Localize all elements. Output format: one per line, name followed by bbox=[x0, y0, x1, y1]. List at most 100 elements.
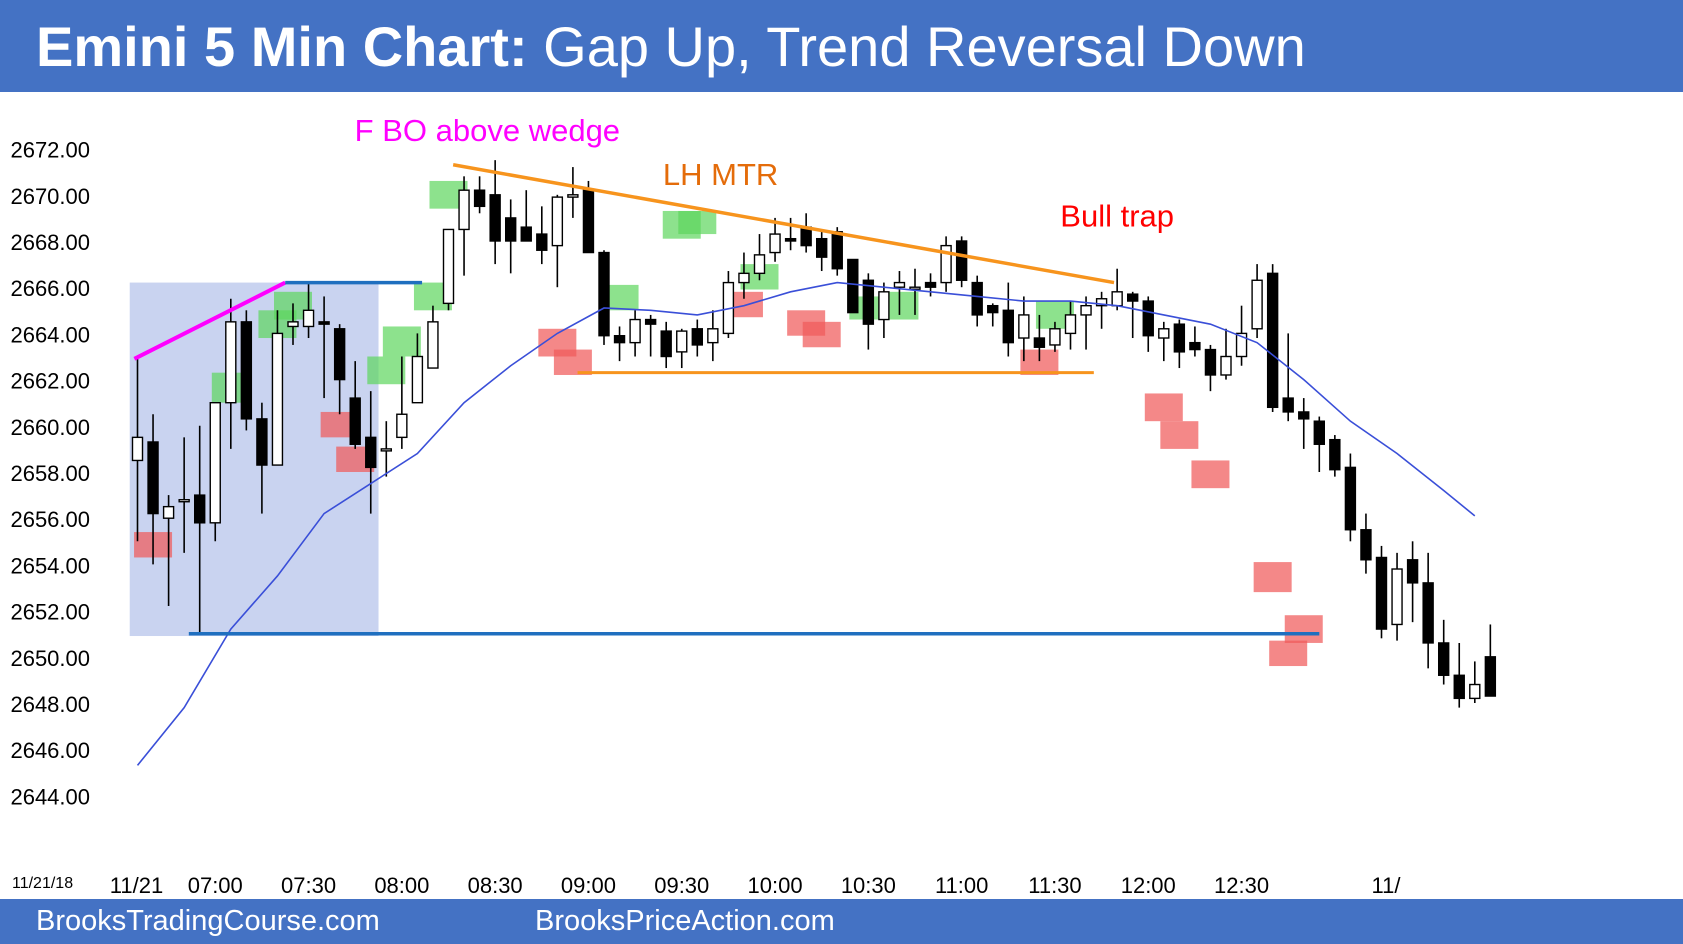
bear-candle-body bbox=[1406, 559, 1419, 584]
bear-candle-body bbox=[1375, 556, 1388, 630]
bull-candle-body bbox=[1158, 328, 1170, 339]
bull-candle-body bbox=[909, 286, 921, 290]
candle bbox=[629, 310, 641, 357]
bear-candle-body bbox=[955, 240, 968, 281]
candle bbox=[1173, 319, 1186, 369]
bear-candle-body bbox=[240, 321, 253, 420]
candle bbox=[955, 236, 968, 288]
x-tick-label: 11/ bbox=[1372, 873, 1402, 898]
bull-candle-body bbox=[271, 332, 284, 466]
bull-candle-body bbox=[567, 194, 579, 198]
footer-right-link[interactable]: BrooksPriceAction.com bbox=[535, 905, 835, 937]
candle bbox=[271, 310, 284, 466]
bull-candle-body bbox=[1049, 328, 1061, 346]
bear-candle-body bbox=[862, 279, 875, 325]
bull-candle-body bbox=[738, 272, 750, 284]
candle bbox=[1469, 661, 1481, 703]
x-tick-label: 10:30 bbox=[841, 873, 896, 898]
y-tick-label: 2652.00 bbox=[10, 600, 90, 625]
bear-candle-body bbox=[1484, 656, 1497, 697]
candle bbox=[1189, 326, 1201, 357]
footer-left-link[interactable]: BrooksTradingCourse.com bbox=[36, 905, 380, 937]
candle bbox=[131, 356, 144, 542]
candle bbox=[1406, 541, 1419, 623]
y-tick-label: 2666.00 bbox=[10, 276, 90, 301]
bull-candle-body bbox=[878, 291, 890, 321]
bull-candle-body bbox=[380, 448, 392, 452]
annotation-label: Bull trap bbox=[1060, 199, 1174, 234]
x-tick-label: 10:00 bbox=[748, 873, 803, 898]
bull-candle-body bbox=[753, 254, 766, 275]
annotation-label: LH MTR bbox=[663, 157, 778, 192]
candle bbox=[365, 391, 377, 514]
candle bbox=[1453, 642, 1465, 708]
bull-candle-body bbox=[893, 281, 906, 288]
candle bbox=[707, 310, 719, 362]
candle bbox=[1329, 435, 1341, 477]
x-tick-label: 11:00 bbox=[935, 873, 988, 898]
bear-candle-body bbox=[644, 318, 657, 325]
bear-candle-body bbox=[691, 328, 703, 346]
x-tick-label: 11:30 bbox=[1028, 873, 1081, 898]
candle bbox=[598, 250, 610, 345]
bear-candle-body bbox=[971, 281, 983, 316]
candle bbox=[940, 236, 952, 292]
candle bbox=[1095, 291, 1108, 329]
y-tick-label: 2650.00 bbox=[10, 646, 90, 671]
x-tick-label: 12:00 bbox=[1121, 873, 1176, 898]
bull-candle-body bbox=[1018, 314, 1030, 339]
x-tick-label: 09:00 bbox=[561, 873, 616, 898]
y-tick-label: 2654.00 bbox=[10, 553, 90, 578]
y-tick-label: 2658.00 bbox=[10, 461, 90, 486]
candle bbox=[1360, 513, 1372, 574]
candle bbox=[847, 258, 859, 314]
x-tick-label: 08:00 bbox=[374, 873, 429, 898]
candle bbox=[1437, 619, 1450, 685]
bull-candle-body bbox=[551, 196, 564, 247]
bear-candle-body bbox=[1453, 674, 1465, 700]
candle bbox=[1251, 264, 1263, 339]
bear-candle-body bbox=[924, 281, 937, 288]
bull-candle-body bbox=[629, 318, 641, 344]
bull-candle-body bbox=[1080, 304, 1092, 316]
candle bbox=[427, 305, 439, 369]
candle bbox=[1002, 282, 1014, 357]
x-tick-label: 11/21 bbox=[110, 873, 163, 898]
bear-candle-body bbox=[536, 233, 548, 251]
candle bbox=[287, 303, 299, 345]
candle bbox=[505, 199, 517, 274]
bull-candle-body bbox=[769, 233, 781, 254]
candle bbox=[318, 296, 330, 399]
candle bbox=[333, 324, 346, 415]
y-tick-label: 2648.00 bbox=[10, 692, 90, 717]
date-label: 11/21/18 bbox=[12, 875, 73, 892]
footer-bar: BrooksTradingCourse.com BrooksPriceActio… bbox=[0, 899, 1683, 944]
candle-layer bbox=[131, 160, 1497, 708]
candle bbox=[1204, 344, 1217, 392]
bear-highlight bbox=[1144, 393, 1183, 422]
price-chart: 2672.00 2670.00 2668.00 2666.00 2664.00 2662.… bbox=[10, 113, 1497, 898]
bull-candle-body bbox=[1391, 568, 1403, 626]
candle bbox=[302, 282, 315, 339]
bear-candle-body bbox=[831, 231, 843, 270]
candle bbox=[816, 229, 828, 272]
bull-candle-body bbox=[131, 436, 144, 462]
bear-highlight bbox=[1253, 562, 1292, 593]
bear-candle-body bbox=[1204, 348, 1217, 376]
x-tick-label: 09:30 bbox=[654, 873, 709, 898]
candle bbox=[147, 414, 159, 565]
candle bbox=[1111, 268, 1123, 311]
candle bbox=[1391, 552, 1403, 641]
candle bbox=[256, 402, 268, 514]
bull-candle-body bbox=[940, 244, 952, 284]
bull-candle-body bbox=[1251, 279, 1263, 330]
bull-candle-body bbox=[411, 355, 424, 404]
bear-candle-body bbox=[147, 441, 159, 515]
bear-highlight bbox=[802, 321, 841, 348]
candle bbox=[582, 180, 595, 254]
candle bbox=[489, 160, 501, 265]
bear-candle-body bbox=[1437, 642, 1450, 676]
candle bbox=[225, 298, 237, 449]
y-tick-label: 2670.00 bbox=[10, 184, 90, 209]
bear-candle-body bbox=[582, 189, 595, 254]
